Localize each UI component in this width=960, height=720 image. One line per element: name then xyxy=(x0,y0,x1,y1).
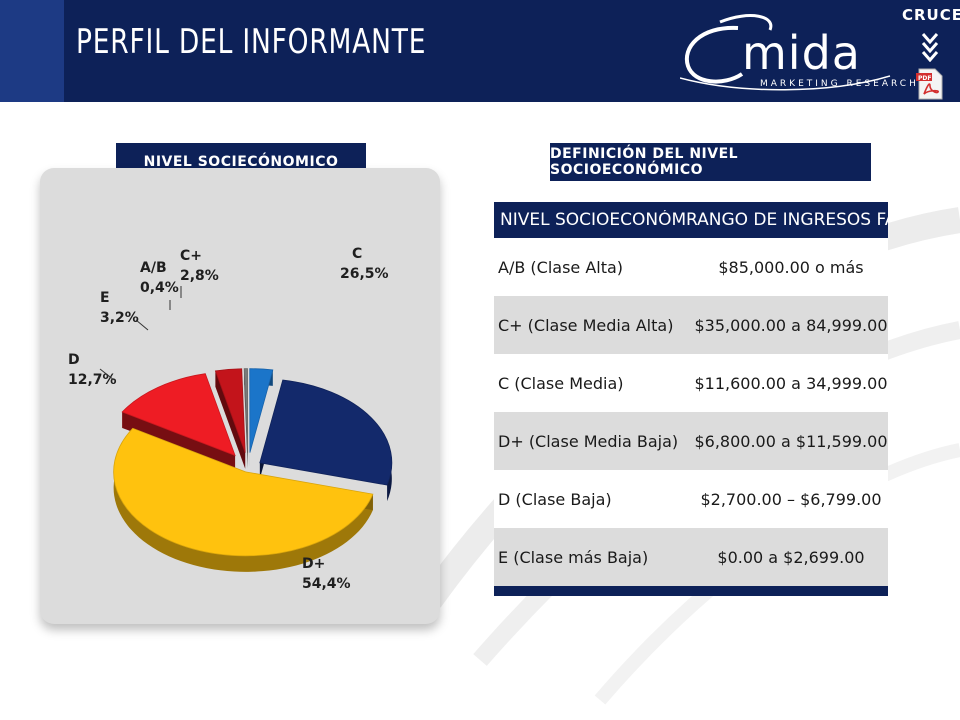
pie-chart: C 26,5% D+ 54,4% D 12,7% E 3,2% A/B 0,4%C+ 2,8% xyxy=(68,246,393,592)
pie-slice-A/B xyxy=(243,368,249,453)
pie-slice-wall-E xyxy=(215,370,246,469)
table-section-label: DEFINICIÓN DEL NIVEL SOCIOECONÓMICO xyxy=(550,143,871,181)
pie-label-name: E xyxy=(100,290,110,306)
pie-label-name: A/B xyxy=(140,260,167,276)
svg-text:PDF: PDF xyxy=(918,75,931,82)
table-row: C+ (Clase Media Alta) $35,000.00 a 84,99… xyxy=(494,296,888,354)
table-header-row: NIVEL SOCIOECONÓMICO RANGO DE INGRESOS F… xyxy=(494,202,888,238)
pie-slice-E xyxy=(214,368,246,453)
table-cell-range: $6,800.00 a $11,599.00 xyxy=(694,431,888,451)
mida-logo-icon xyxy=(680,14,891,91)
pie-label-name: C+ xyxy=(180,248,202,264)
table-cell-level: C+ (Clase Media Alta) xyxy=(498,315,674,335)
page-title: PERFIL DEL INFORMANTE xyxy=(76,22,427,62)
pie-slice-D+ xyxy=(113,427,374,557)
table-row: E (Clase más Baja) $0.00 a $2,699.00 xyxy=(494,528,888,586)
chevron-double-down-icon[interactable] xyxy=(921,30,939,62)
table-row: D+ (Clase Media Baja) $6,800.00 a $11,59… xyxy=(494,412,888,470)
pie-leader-line xyxy=(99,368,115,381)
header-bar xyxy=(0,0,960,102)
pie-slice-C+ xyxy=(249,368,274,453)
table-cell-range: $11,600.00 a 34,999.00 xyxy=(694,373,888,393)
cruces-link[interactable]: CRUCES xyxy=(902,6,960,24)
pie-label-value: 0,4% xyxy=(140,280,179,296)
pie-label-name: D xyxy=(68,352,80,368)
table-cell-level: C (Clase Media) xyxy=(498,373,624,393)
table-cell-range: $2,700.00 – $6,799.00 xyxy=(700,489,882,509)
table-cell-level: D+ (Clase Media Baja) xyxy=(498,431,679,451)
pie-label-name: C xyxy=(352,246,362,262)
income-table: NIVEL SOCIOECONÓMICO RANGO DE INGRESOS F… xyxy=(494,202,888,596)
pie-leader-line xyxy=(135,319,149,331)
pdf-icon[interactable]: PDF xyxy=(916,68,944,100)
pie-label-value: 12,7% xyxy=(68,372,117,388)
table-cell-range: $0.00 a $2,699.00 xyxy=(717,547,865,567)
pie-label-name: D+ xyxy=(302,556,325,572)
table-header-range: RANGO DE INGRESOS FAMILIAR xyxy=(686,210,888,230)
pie-label-value: 26,5% xyxy=(340,266,389,282)
table-row: C (Clase Media) $11,600.00 a 34,999.00 xyxy=(494,354,888,412)
table-cell-range: $85,000.00 o más xyxy=(718,257,864,277)
table-header-level: NIVEL SOCIOECONÓMICO xyxy=(500,210,686,230)
header-accent xyxy=(0,0,64,102)
table-cell-level: D (Clase Baja) xyxy=(498,489,612,509)
table-row: A/B (Clase Alta) $85,000.00 o más xyxy=(494,238,888,296)
table-row: D (Clase Baja) $2,700.00 – $6,799.00 xyxy=(494,470,888,528)
pie-label-value: 3,2% xyxy=(100,310,139,326)
pie-slice-D xyxy=(121,373,236,457)
pie-label-value: 2,8% xyxy=(180,268,219,284)
pie-label-value: 54,4% xyxy=(302,576,351,592)
table-cell-level: E (Clase más Baja) xyxy=(498,547,649,567)
table-cell-level: A/B (Clase Alta) xyxy=(498,257,624,277)
table-cell-range: $35,000.00 a 84,999.00 xyxy=(694,315,888,335)
logo-name: mida xyxy=(742,26,861,80)
pie-slice-C xyxy=(259,379,393,486)
logo-subtitle: MARKETING RESEARCH xyxy=(760,79,919,89)
